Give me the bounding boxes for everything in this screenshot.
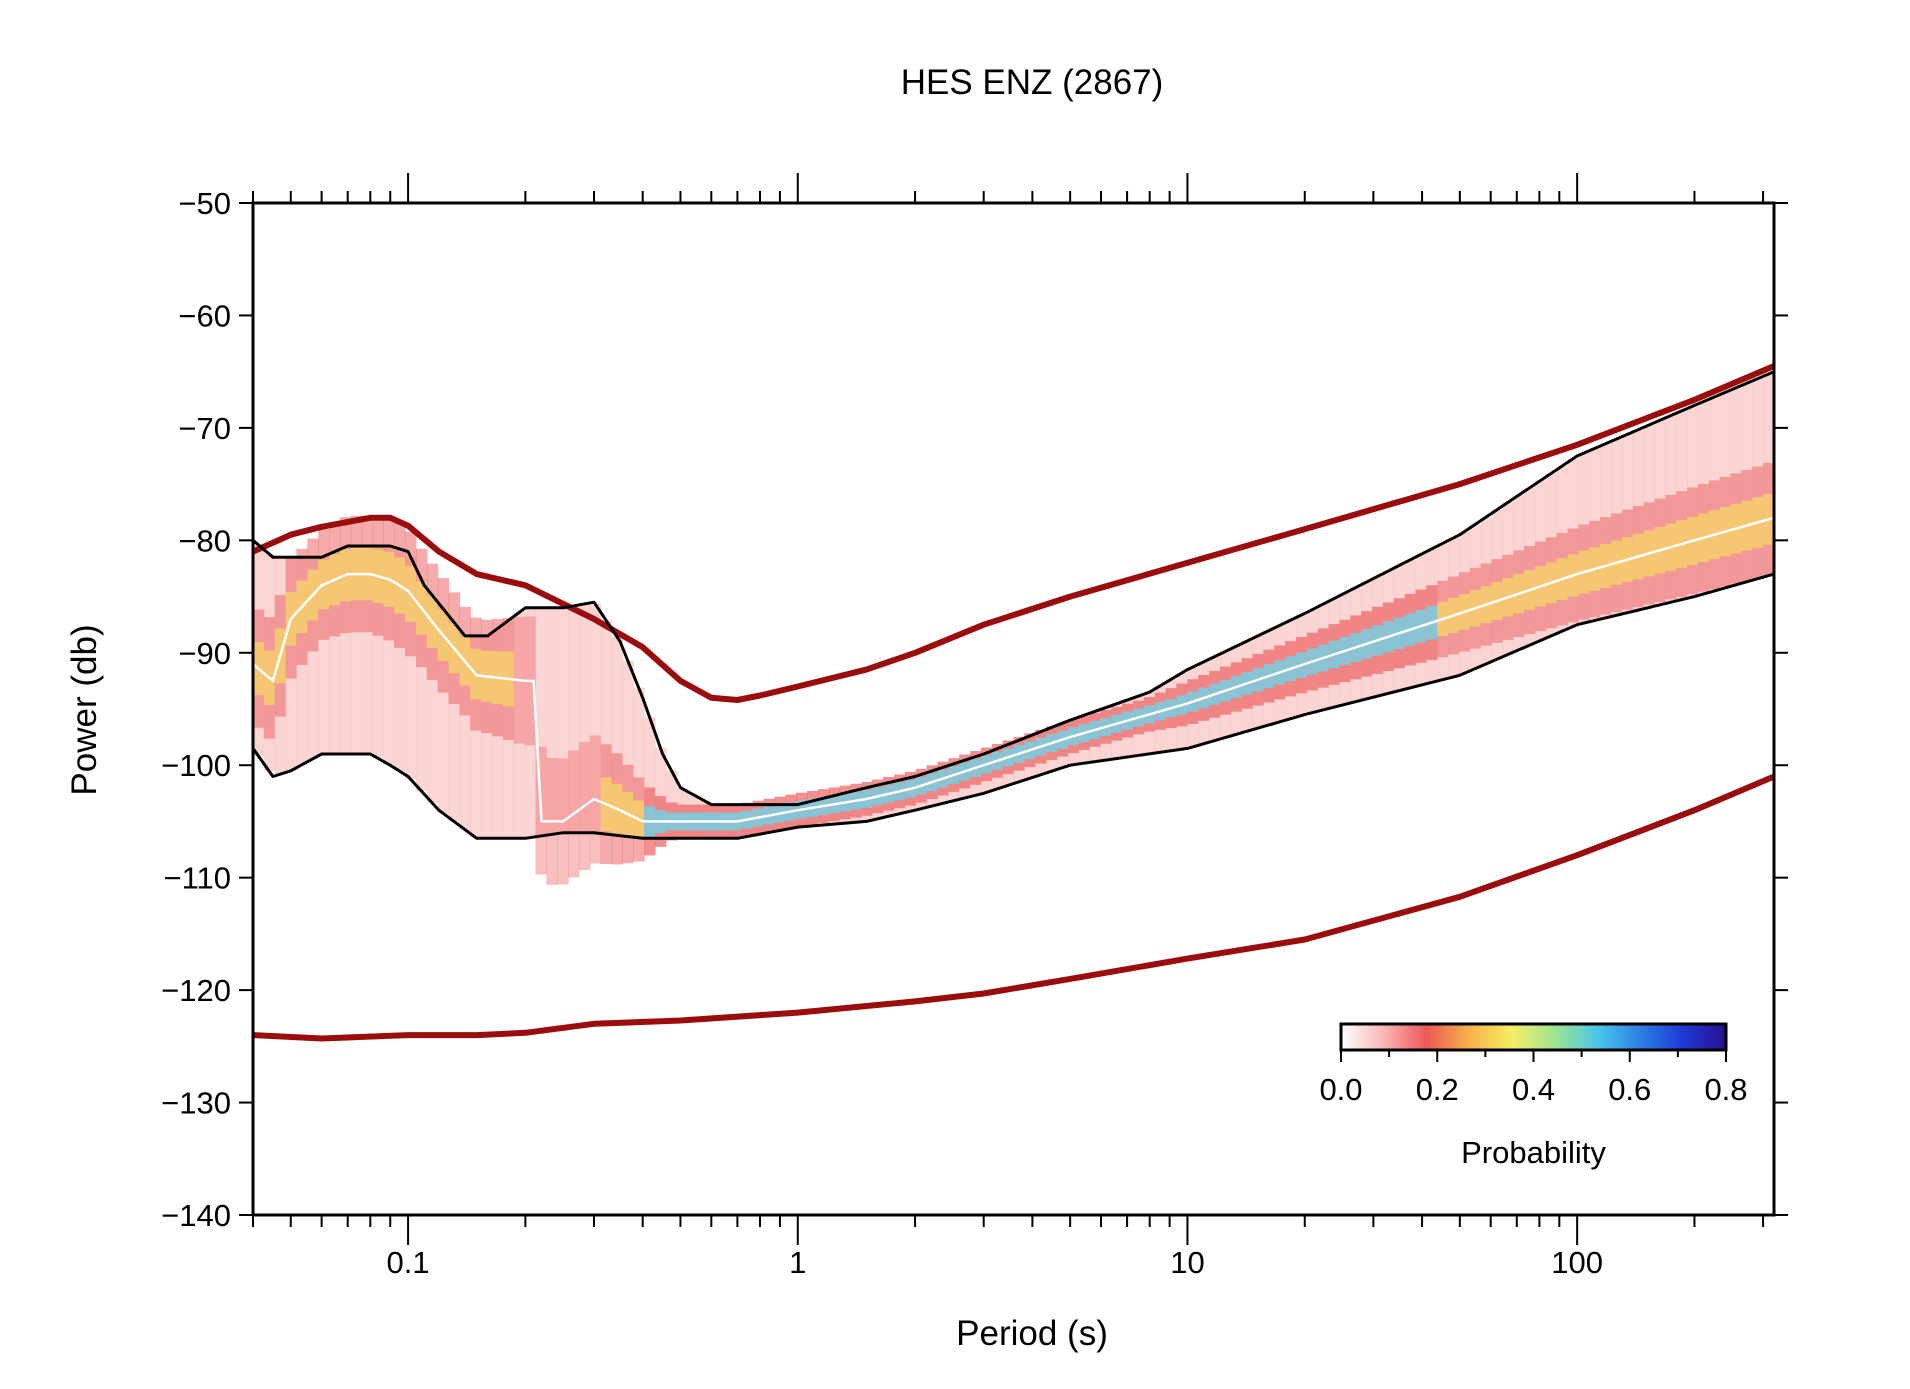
pdf-background-cell — [307, 557, 319, 759]
colorbar-tick-label: 0.6 — [1608, 1072, 1651, 1107]
chart-title: HES ENZ (2867) — [901, 63, 1164, 102]
probability-colorbar: 0.0 0.2 0.4 0.6 0.8 Probability — [1319, 1022, 1748, 1170]
pdf-background-cell — [568, 605, 580, 833]
x-tick-label: 0.1 — [387, 1245, 430, 1280]
pdf-background-cell — [350, 545, 363, 754]
pdf-background-cell — [513, 612, 526, 839]
y-axis-label: Power (db) — [65, 624, 104, 795]
colorbar-tick-label: 0.2 — [1416, 1072, 1459, 1107]
pdf-background-cell — [535, 607, 547, 837]
colorbar-label: Probability — [1461, 1135, 1606, 1170]
pdf-background-cell — [470, 635, 482, 838]
y-tick-label: −140 — [161, 1198, 231, 1233]
lower-percentile-line — [253, 572, 1774, 840]
pdf-background-cell — [318, 556, 330, 754]
pdf-background-cell — [339, 546, 352, 754]
x-tick-label: 100 — [1551, 1245, 1603, 1280]
pdf-background-cell — [415, 579, 428, 792]
x-axis: 0.1 1 10 100 — [252, 173, 1765, 1280]
colorbar-tick-label: 0.0 — [1319, 1072, 1362, 1107]
y-axis: −50 −60 −70 −80 −90 −100 −110 −120 −130 −140 — [161, 186, 1788, 1233]
pdf-background-cell — [394, 548, 406, 772]
pdf-background-cell — [383, 545, 395, 765]
pdf-background-cell — [448, 622, 461, 822]
y-tick-label: −80 — [178, 523, 231, 558]
y-tick-label: −90 — [178, 636, 231, 671]
colorbar-tick-label: 0.8 — [1704, 1072, 1747, 1107]
x-tick-label: 1 — [789, 1245, 806, 1280]
pdf-background-cell — [546, 607, 558, 835]
pdf-background-cell — [372, 545, 384, 759]
pdf-background-cell — [578, 603, 591, 833]
pdf-background-cell — [459, 635, 471, 830]
mode-line — [253, 516, 1774, 823]
y-tick-label: −70 — [178, 411, 231, 446]
y-tick-label: −100 — [161, 748, 231, 783]
pdf-background-cell — [426, 595, 439, 803]
y-tick-label: −130 — [161, 1086, 231, 1121]
colorbar-gradient — [1339, 1022, 1728, 1052]
y-tick-label: −60 — [178, 298, 231, 333]
low-noise-model-line — [253, 773, 1774, 1042]
pdf-background-cell — [437, 608, 450, 814]
pdf-background-cell — [633, 687, 645, 838]
pdf-background-cell — [600, 620, 613, 835]
x-axis-label: Period (s) — [956, 1314, 1108, 1353]
pdf-background-cell — [481, 635, 493, 839]
pdf-background-cell — [361, 545, 374, 754]
probability-density-layer — [253, 373, 1774, 885]
x-tick-label: 10 — [1170, 1245, 1204, 1280]
pdf-background-cell — [644, 717, 656, 839]
pdf-background-cell — [589, 604, 602, 833]
upper-percentile-line — [253, 370, 1774, 807]
pdf-background-cell — [654, 747, 667, 839]
y-tick-label: −120 — [161, 973, 231, 1008]
colorbar-tick-label: 0.4 — [1512, 1072, 1555, 1107]
y-tick-label: −50 — [178, 186, 231, 221]
pdf-background-cell — [524, 607, 537, 838]
pdf-background-cell — [557, 607, 569, 833]
pdf-background-cell — [622, 660, 634, 837]
series-lines — [253, 363, 1774, 1042]
pdf-background-cell — [329, 551, 341, 754]
pdf-background-cell — [611, 636, 623, 836]
pdf-background-cell — [405, 556, 417, 780]
y-tick-label: −110 — [163, 861, 231, 896]
plot-frame — [251, 201, 1776, 1217]
high-noise-model-line — [253, 363, 1774, 703]
